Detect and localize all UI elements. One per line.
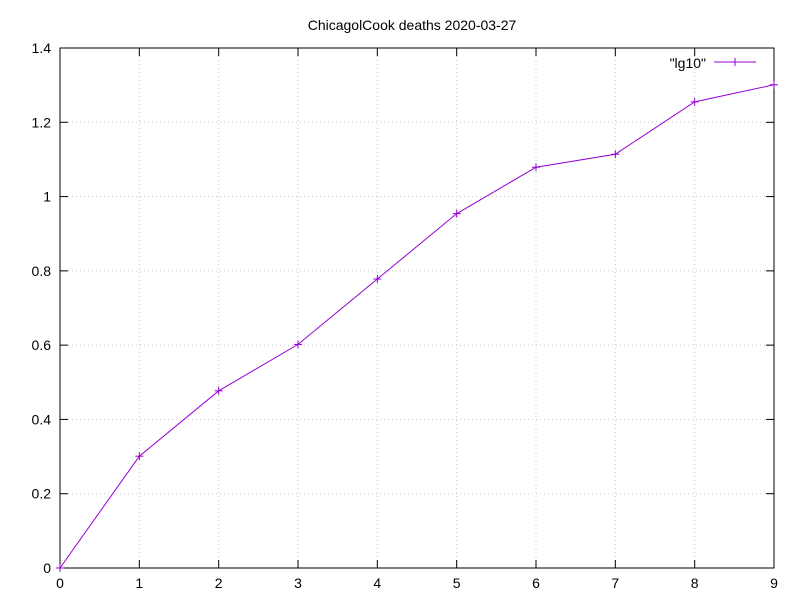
x-tick-label: 8 [691,575,699,591]
x-tick-label: 1 [135,575,143,591]
legend: "lg10" [670,55,756,71]
data-point [373,275,382,284]
x-tick-label: 0 [56,575,64,591]
data-point [611,150,620,159]
y-tick-label: 0.4 [32,411,52,427]
axes: 0 0.2 0.4 0.6 0.8 1 1.2 1.4 0 1 2 3 4 5 6 7 8 9 [32,40,779,591]
data-point [56,564,64,572]
chart-title: ChicagolCook deaths 2020-03-27 [308,17,517,33]
x-tick-label: 9 [770,575,778,591]
y-tick-label: 1.4 [32,40,52,56]
y-tick-label: 1 [43,189,51,205]
x-tick-label: 4 [373,575,381,591]
y-tick-label: 1.2 [32,114,52,130]
data-point [690,97,699,106]
y-tick-label: 0.6 [32,337,52,353]
x-tick-label: 3 [294,575,302,591]
data-point [770,80,778,89]
y-tick-label: 0 [43,560,51,576]
x-tick-label: 7 [611,575,619,591]
grid [60,48,774,568]
data-point [214,386,223,395]
legend-label: "lg10" [670,55,706,71]
x-tick-label: 5 [453,575,461,591]
data-point [452,209,461,218]
x-tick-label: 6 [532,575,540,591]
y-tick-label: 0.2 [32,486,52,502]
series-layer [56,80,778,572]
series-line [59,84,775,569]
plot-frame [59,47,775,569]
x-tick-label: 2 [215,575,223,591]
data-point [532,163,540,172]
y-tick-label: 0.8 [32,263,52,279]
data-point [135,452,144,461]
data-point [294,340,302,349]
